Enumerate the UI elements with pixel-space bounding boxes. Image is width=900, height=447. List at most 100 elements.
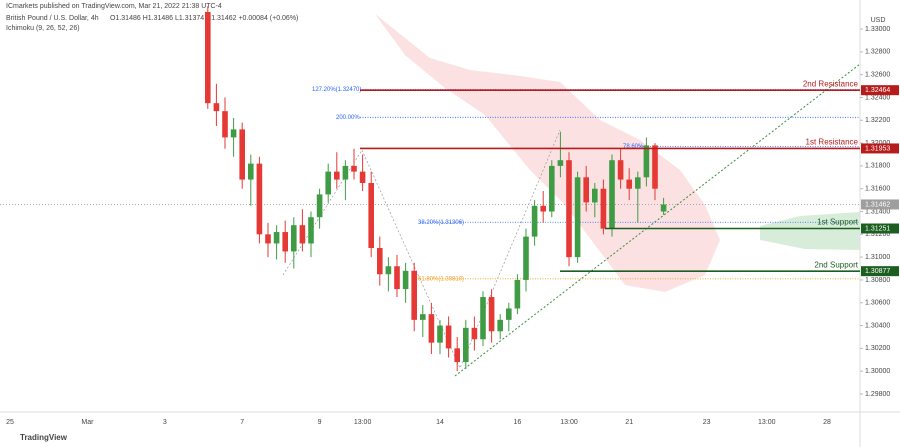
ichimoku-cloud [375, 14, 720, 292]
level-label: 1.31251 [865, 225, 890, 232]
candle-body [437, 325, 443, 343]
y-tick-label: 1.32800 [865, 49, 890, 56]
candle-body [282, 232, 288, 252]
x-tick-label: 16 [514, 419, 522, 426]
last-price-box [861, 199, 899, 210]
candle-body [617, 160, 624, 180]
y-tick-label: 1.31200 [865, 231, 890, 238]
ohlc-text: O1.31486 H1.31486 L1.31374 C1.31462 +0.0… [110, 15, 298, 22]
level-name: 1st Support [817, 218, 859, 227]
level-box [861, 223, 899, 234]
candle-body [660, 204, 667, 212]
candle-body [342, 165, 349, 180]
candle-body [291, 225, 297, 252]
fib-label: 38.20%(1.31306) [418, 220, 464, 226]
candle-body [351, 165, 357, 172]
x-tick-label: 13:00 [758, 419, 776, 426]
candle-body [652, 145, 658, 189]
currency: USD [871, 17, 886, 24]
candle-body [506, 308, 512, 320]
x-tick-label: 25 [6, 419, 14, 426]
y-tick-label: 1.30400 [865, 322, 890, 329]
candle-body [463, 327, 469, 363]
candle-body [273, 232, 280, 244]
level-label: 1.31953 [865, 145, 890, 152]
candle-body [205, 11, 211, 104]
candle-body [265, 234, 271, 244]
candle-body [411, 270, 417, 320]
y-tick-label: 1.31000 [865, 254, 890, 261]
level-name: 2nd Support [814, 260, 858, 269]
fib-label: 127.20%(1.32470) [312, 87, 361, 93]
candle-body [626, 179, 632, 189]
candle-body [643, 145, 650, 178]
candle-body [428, 314, 435, 343]
candle-body [454, 348, 460, 363]
candle-body [583, 177, 589, 203]
y-tick-label: 1.30200 [865, 345, 890, 352]
candle-body [213, 103, 220, 112]
y-tick-label: 1.30600 [865, 300, 890, 307]
candle-body [385, 266, 392, 275]
x-tick-label: 13:00 [560, 419, 578, 426]
level-box [861, 143, 899, 154]
candle-body [635, 177, 641, 189]
level-label: 1.32464 [865, 87, 890, 94]
fib-label: 200.00% [336, 115, 360, 121]
candle-body [325, 171, 331, 195]
candle-body [557, 160, 564, 166]
x-tick-label: 3 [163, 419, 167, 426]
candle-body [514, 279, 521, 309]
x-tick-label: 7 [240, 419, 244, 426]
level-label: 1.30877 [865, 268, 890, 275]
candle-body [256, 163, 263, 235]
candle-body [497, 319, 503, 332]
y-tick-label: 1.29800 [865, 391, 890, 398]
y-tick-label: 1.32000 [865, 140, 890, 147]
y-tick-label: 1.31800 [865, 163, 890, 170]
candle-body [230, 129, 237, 138]
candle-body [480, 297, 486, 340]
x-tick-label: 14 [436, 419, 444, 426]
candle-body [368, 183, 374, 249]
y-tick-label: 1.31600 [865, 186, 890, 193]
y-tick-label: 1.32200 [865, 117, 890, 124]
last-price-label: 1.31462 [865, 201, 890, 208]
zigzag [282, 129, 561, 369]
y-tick-label: 1.30800 [865, 277, 890, 284]
fib-label: 61.80%(1.30810) [418, 276, 464, 282]
candle-body [359, 171, 366, 184]
x-tick-label: 23 [703, 419, 711, 426]
candle-body [239, 129, 245, 180]
indicator: Ichimoku (9, 26, 52, 26) [6, 25, 80, 32]
candle-body [299, 225, 306, 244]
ichimoku-cloud-green [760, 212, 860, 250]
candle-body [531, 205, 538, 237]
y-tick-label: 1.31400 [865, 208, 890, 215]
footer: TradingView [20, 433, 68, 442]
level-name: 2nd Resistance [803, 79, 859, 88]
candle-body [394, 266, 400, 290]
fib-label: 78.60% [623, 144, 644, 150]
candle-body [377, 248, 383, 275]
candle-body [523, 236, 529, 280]
x-tick-label: 13:00 [354, 419, 372, 426]
symbol-title: British Pound / U.S. Dollar, 4h [6, 15, 99, 22]
candle-body [574, 177, 581, 258]
level-box [861, 85, 899, 96]
candle-body [600, 188, 607, 229]
x-tick-label: 28 [823, 419, 831, 426]
level-name: 1st Resistance [806, 138, 859, 147]
candle-body [248, 163, 254, 180]
candle-body [402, 270, 409, 290]
candle-body [540, 205, 546, 212]
candle-body [420, 314, 426, 320]
y-tick-label: 1.32400 [865, 94, 890, 101]
candle-body [222, 111, 228, 138]
candle-body [592, 188, 598, 203]
x-tick-label: Mar [81, 419, 94, 426]
candle-body [488, 297, 495, 332]
candle-body [566, 160, 572, 258]
level-box [861, 266, 899, 277]
